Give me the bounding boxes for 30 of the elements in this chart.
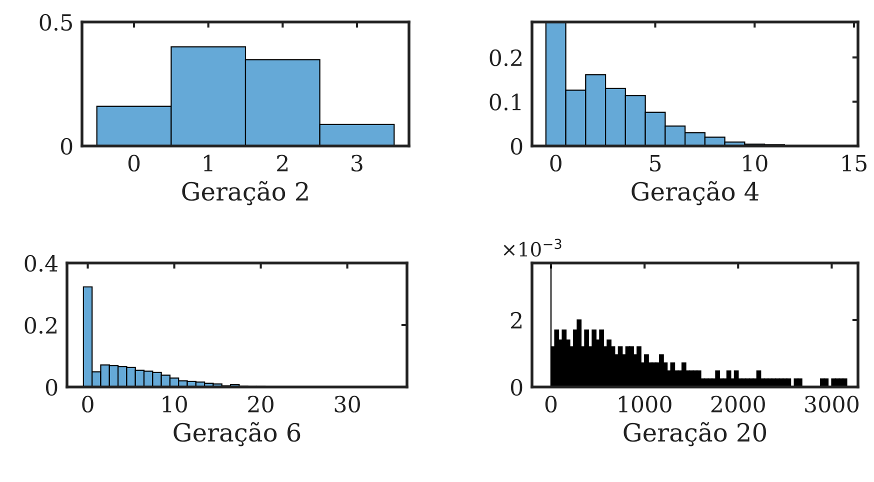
x-tick-label: 30 (334, 396, 360, 413)
y-tick-label: 0 (510, 378, 522, 396)
y-tick-label: 2 (511, 312, 522, 328)
x-axis-title: Geração 20 (624, 422, 766, 446)
y-tick-label: 0.4 (24, 254, 58, 272)
x-axis-title: Geração 2 (182, 181, 308, 206)
x-tick-label: 2 (277, 154, 288, 172)
y-tick-label: 0.1 (490, 94, 521, 110)
x-tick-label: 1000 (619, 396, 672, 413)
x-tick-label: 15 (842, 154, 866, 172)
x-tick-label: 20 (248, 396, 274, 413)
y-tick-label: 0 (46, 378, 58, 396)
x-axis-title: Geração 6 (174, 422, 300, 446)
x-tick-label: 3000 (805, 396, 859, 413)
text: ×10$^{−3}$ (504, 238, 562, 257)
y-tick-label: 0 (510, 138, 522, 155)
x-tick-label: 0 (82, 396, 94, 413)
x-tick-label: 1 (204, 154, 212, 172)
x-tick-label: 0 (545, 396, 557, 413)
y-tick-label: 0.5 (40, 14, 72, 31)
x-tick-label: 10 (162, 396, 187, 413)
y-tick-label: 0.2 (24, 316, 56, 334)
x-tick-label: 0 (550, 154, 562, 172)
x-tick-label: 0 (128, 154, 140, 172)
x-axis-title: Geração 4 (632, 181, 758, 206)
y-tick-label: 0.2 (490, 49, 522, 66)
x-tick-label: 3 (352, 154, 362, 172)
x-tick-label: 5 (650, 155, 661, 172)
x-tick-label: 10 (743, 154, 768, 172)
x-tick-label: 2000 (711, 396, 765, 413)
